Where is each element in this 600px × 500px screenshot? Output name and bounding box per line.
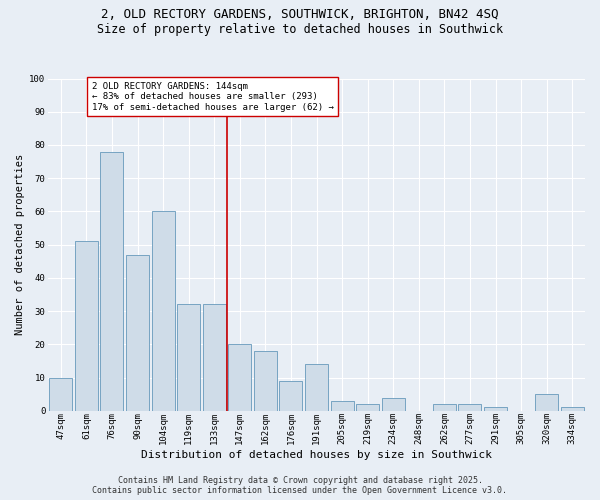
X-axis label: Distribution of detached houses by size in Southwick: Distribution of detached houses by size … <box>141 450 492 460</box>
Bar <box>229 344 251 411</box>
Bar <box>75 242 98 411</box>
Bar <box>126 254 149 411</box>
Bar <box>484 408 507 411</box>
Text: Size of property relative to detached houses in Southwick: Size of property relative to detached ho… <box>97 22 503 36</box>
Bar <box>203 304 226 411</box>
Text: 2 OLD RECTORY GARDENS: 144sqm
← 83% of detached houses are smaller (293)
17% of : 2 OLD RECTORY GARDENS: 144sqm ← 83% of d… <box>92 82 334 112</box>
Bar <box>254 351 277 411</box>
Bar <box>152 212 175 411</box>
Text: 2, OLD RECTORY GARDENS, SOUTHWICK, BRIGHTON, BN42 4SQ: 2, OLD RECTORY GARDENS, SOUTHWICK, BRIGH… <box>101 8 499 20</box>
Bar <box>331 401 353 411</box>
Y-axis label: Number of detached properties: Number of detached properties <box>15 154 25 336</box>
Bar <box>382 398 405 411</box>
Bar <box>458 404 481 411</box>
Bar <box>49 378 73 411</box>
Bar <box>280 381 302 411</box>
Bar <box>535 394 558 411</box>
Bar <box>356 404 379 411</box>
Bar <box>305 364 328 411</box>
Bar <box>177 304 200 411</box>
Text: Contains HM Land Registry data © Crown copyright and database right 2025.
Contai: Contains HM Land Registry data © Crown c… <box>92 476 508 495</box>
Bar <box>561 408 584 411</box>
Bar <box>433 404 456 411</box>
Bar <box>100 152 124 411</box>
